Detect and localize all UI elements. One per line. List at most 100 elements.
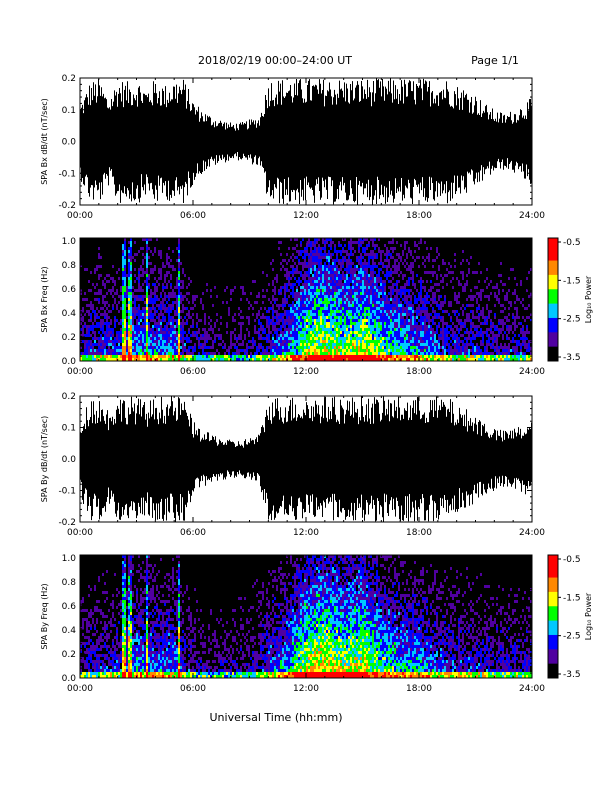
spectrogram-cell — [96, 316, 98, 319]
spectrogram-cell — [82, 334, 84, 337]
spectrogram-cell — [124, 298, 126, 301]
spectrogram-cell — [94, 334, 96, 337]
spectrogram-cell — [302, 283, 304, 286]
spectrogram-cell — [248, 340, 250, 343]
spectrogram-cell — [316, 358, 318, 361]
spectrogram-cell — [174, 268, 176, 271]
spectrogram-cell — [178, 283, 180, 286]
spectrogram-cell — [322, 265, 324, 268]
spectrogram-cell — [352, 301, 354, 304]
spectrogram-cell — [364, 331, 366, 334]
spectrogram-cell — [100, 325, 102, 328]
spectrogram-cell — [396, 259, 398, 262]
spectrogram-cell — [424, 355, 426, 358]
spectrogram-cell — [160, 331, 162, 334]
spectrogram-cell — [180, 262, 182, 265]
spectrogram-cell — [320, 277, 322, 280]
spectrogram-cell — [366, 316, 368, 319]
spectrogram-cell — [276, 328, 278, 331]
spectrogram-cell — [420, 241, 422, 244]
spectrogram-cell — [396, 355, 398, 358]
spectrogram-cell — [300, 325, 302, 328]
spectrogram-cell — [188, 355, 190, 358]
spectrogram-cell — [306, 292, 308, 295]
spectrogram-cell — [398, 337, 400, 340]
spectrogram-cell — [378, 316, 380, 319]
spectrogram-cell — [304, 358, 306, 361]
spectrogram-cell — [312, 259, 314, 262]
spectrogram-cell — [256, 346, 258, 349]
spectrogram-cell — [388, 358, 390, 361]
spectrogram-cell — [170, 274, 172, 277]
spectrogram-cell — [384, 304, 386, 307]
spectrogram-cell — [132, 301, 134, 304]
spectrogram-cell — [120, 289, 122, 292]
spectrogram-cell — [398, 298, 400, 301]
spectrogram-cell — [330, 340, 332, 343]
spectrogram-cell — [408, 292, 410, 295]
spectrogram-cell — [146, 253, 148, 256]
spectrogram-cell — [418, 304, 420, 307]
spectrogram-cell — [352, 322, 354, 325]
spectrogram-cell — [224, 349, 226, 352]
spectrogram-cell — [406, 241, 408, 244]
spectrogram-cell — [338, 334, 340, 337]
spectrogram-cell — [410, 346, 412, 349]
spectrogram-cell — [410, 325, 412, 328]
spectrogram-cell — [344, 301, 346, 304]
spectrogram-cell — [424, 265, 426, 268]
spectrogram-cell — [382, 352, 384, 355]
spectrogram-cell — [436, 355, 438, 358]
spectrogram-cell — [162, 304, 164, 307]
spectrogram-cell — [174, 334, 176, 337]
spectrogram-cell — [408, 358, 410, 361]
spectrogram-cell — [422, 340, 424, 343]
spectrogram-cell — [372, 250, 374, 253]
spectrogram-cell — [388, 319, 390, 322]
spectrogram-cell — [312, 325, 314, 328]
spectrogram-cell — [356, 343, 358, 346]
spectrogram-cell — [288, 331, 290, 334]
spectrogram-cell — [256, 316, 258, 319]
spectrogram-cell — [174, 352, 176, 355]
spectrogram-cell — [116, 271, 118, 274]
spectrogram-cell — [382, 349, 384, 352]
spectrogram-cell — [420, 349, 422, 352]
spectrogram-cell — [352, 280, 354, 283]
spectrogram-cell — [356, 310, 358, 313]
spectrogram-cell — [412, 331, 414, 334]
spectrogram-cell — [300, 334, 302, 337]
spectrogram-cell — [346, 250, 348, 253]
spectrogram-cell — [304, 265, 306, 268]
spectrogram-cell — [314, 286, 316, 289]
spectrogram-cell — [418, 292, 420, 295]
spectrogram-cell — [122, 298, 124, 301]
spectrogram-cell — [330, 244, 332, 247]
spectrogram-cell — [122, 328, 124, 331]
spectrogram-cell — [352, 307, 354, 310]
spectrogram-cell — [278, 340, 280, 343]
spectrogram-cell — [150, 313, 152, 316]
spectrogram-cell — [330, 256, 332, 259]
spectrogram-cell — [146, 280, 148, 283]
spectrogram-cell — [290, 286, 292, 289]
spectrogram-cell — [282, 340, 284, 343]
spectrogram-cell — [246, 346, 248, 349]
spectrogram-cell — [184, 346, 186, 349]
spectrogram-cell — [388, 346, 390, 349]
spectrogram-cell — [320, 247, 322, 250]
spectrogram-cell — [144, 256, 146, 259]
spectrogram-cell — [406, 316, 408, 319]
spectrogram-cell — [344, 283, 346, 286]
spectrogram-cell — [334, 331, 336, 334]
spectrogram-cell — [194, 349, 196, 352]
spectrogram-cell — [270, 352, 272, 355]
spectrogram-cell — [80, 328, 82, 331]
spectrogram-cell — [348, 310, 350, 313]
spectrogram-cell — [272, 310, 274, 313]
spectrogram-cell — [160, 355, 162, 358]
spectrogram-cell — [146, 262, 148, 265]
spectrogram-cell — [132, 337, 134, 340]
spectrogram-cell — [346, 259, 348, 262]
spectrogram-cell — [322, 334, 324, 337]
